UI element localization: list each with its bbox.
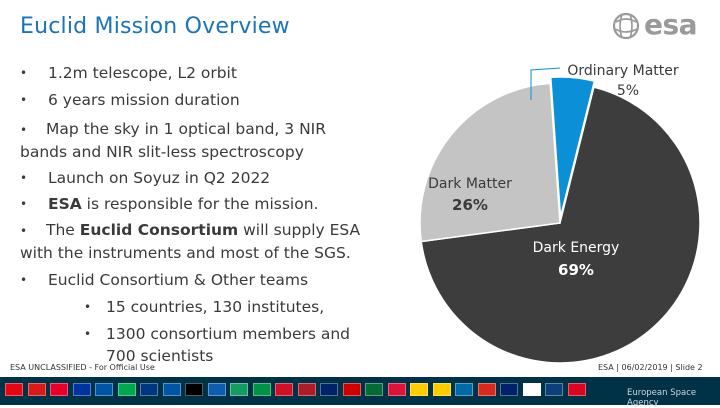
member-flag-icon [365,383,383,396]
member-flag-icon [522,383,541,396]
slice-label-dark-energy: Dark Energy [533,240,620,256]
bullet-item: • The Euclid Consortium will supply ESA … [20,221,361,262]
member-flag-icon [500,383,518,396]
member-flag-icon [455,383,473,396]
slice-value-dark-energy: 69% [558,261,594,279]
slice-value-ordinary-matter: 5% [617,83,639,99]
member-flag-icon [72,383,91,396]
member-flag-icon [50,383,68,396]
member-flag-icon [387,383,406,396]
member-flag-icon [27,383,46,396]
member-flag-icon [275,383,293,396]
pie-slice-dark-matter [419,82,561,243]
slice-value-dark-matter: 26% [452,196,488,214]
pie-slice-ordinary-matter [549,76,596,218]
pie-slice-dark-energy [420,86,701,364]
slide-title: Euclid Mission Overview [20,14,290,39]
classification-footer: ESA UNCLASSIFIED - For Official Use [10,363,155,372]
member-flag-icon [342,383,361,396]
member-flag-icon [185,383,203,396]
member-flag-icon [207,383,226,396]
member-flag-icon [140,383,158,396]
ordinary-matter-leader-line [530,67,561,100]
member-flag-icon [230,383,248,396]
member-flag-icon [5,383,23,396]
esa-globe-icon [612,12,640,40]
esa-logo [612,12,640,40]
member-flag-icon [95,383,113,396]
member-flag-icon [432,383,451,396]
member-flag-icon [117,383,136,396]
member-flag-icon [545,383,563,396]
sub-bullet-item: • 1300 consortium members and 700 scient… [84,325,351,365]
member-flag-icon [477,383,496,396]
slice-label-ordinary-matter: Ordinary Matter [567,63,678,79]
member-flag-icon [297,383,316,396]
agency-name: European Space Agency [627,388,697,408]
member-flag-icon [410,383,428,396]
slide-number-footer: ESA | 06/02/2019 | Slide 2 [598,363,703,372]
member-flag-icon [162,383,181,396]
esa-logo-text: esa [644,8,698,41]
bullet-item: • Map the sky in 1 optical band, 3 NIR b… [20,120,326,161]
slice-label-dark-matter: Dark Matter [428,176,512,192]
matter-energy-pie-chart: Ordinary Matter 5% Dark Matter 26% Dark … [419,63,701,364]
member-flag-icon [567,383,586,396]
member-flag-icon [252,383,271,396]
member-flag-icon [320,383,338,396]
